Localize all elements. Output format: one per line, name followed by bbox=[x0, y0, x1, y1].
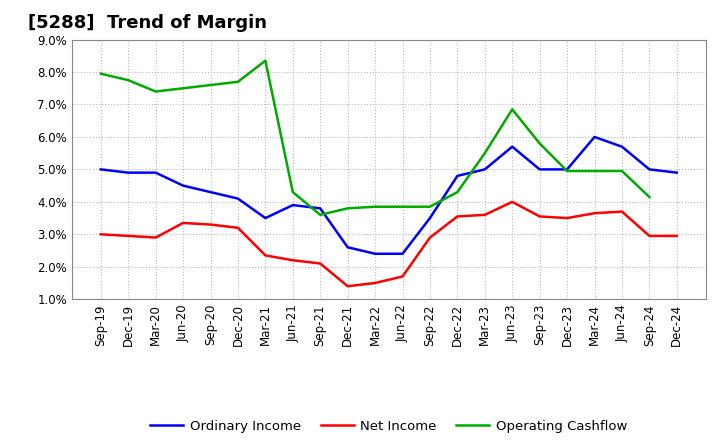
Legend: Ordinary Income, Net Income, Operating Cashflow: Ordinary Income, Net Income, Operating C… bbox=[145, 415, 633, 438]
Net Income bbox=[645, 233, 654, 238]
Net Income bbox=[316, 261, 325, 266]
Net Income bbox=[343, 284, 352, 289]
Net Income bbox=[206, 222, 215, 227]
Ordinary Income bbox=[563, 167, 572, 172]
Net Income bbox=[672, 233, 681, 238]
Ordinary Income bbox=[343, 245, 352, 250]
Ordinary Income bbox=[179, 183, 187, 188]
Ordinary Income bbox=[426, 216, 434, 221]
Ordinary Income bbox=[124, 170, 132, 175]
Ordinary Income bbox=[316, 205, 325, 211]
Net Income bbox=[96, 231, 105, 237]
Net Income bbox=[426, 235, 434, 240]
Ordinary Income bbox=[151, 170, 160, 175]
Ordinary Income bbox=[536, 167, 544, 172]
Net Income bbox=[590, 211, 599, 216]
Ordinary Income bbox=[590, 134, 599, 139]
Ordinary Income bbox=[289, 202, 297, 208]
Operating Cashflow bbox=[343, 205, 352, 211]
Operating Cashflow bbox=[206, 82, 215, 88]
Operating Cashflow bbox=[316, 212, 325, 217]
Operating Cashflow bbox=[179, 86, 187, 91]
Net Income bbox=[371, 280, 379, 286]
Net Income bbox=[508, 199, 516, 205]
Operating Cashflow bbox=[96, 71, 105, 76]
Operating Cashflow bbox=[590, 169, 599, 174]
Net Income bbox=[124, 233, 132, 238]
Operating Cashflow bbox=[371, 204, 379, 209]
Ordinary Income bbox=[508, 144, 516, 149]
Net Income bbox=[233, 225, 242, 231]
Operating Cashflow bbox=[618, 169, 626, 174]
Operating Cashflow bbox=[233, 79, 242, 84]
Ordinary Income bbox=[206, 190, 215, 195]
Line: Operating Cashflow: Operating Cashflow bbox=[101, 61, 649, 215]
Line: Net Income: Net Income bbox=[101, 202, 677, 286]
Operating Cashflow bbox=[289, 190, 297, 195]
Net Income bbox=[563, 216, 572, 221]
Operating Cashflow bbox=[508, 107, 516, 112]
Net Income bbox=[480, 212, 489, 217]
Net Income bbox=[179, 220, 187, 226]
Net Income bbox=[536, 214, 544, 219]
Operating Cashflow bbox=[398, 204, 407, 209]
Ordinary Income bbox=[480, 167, 489, 172]
Text: [5288]  Trend of Margin: [5288] Trend of Margin bbox=[27, 15, 266, 33]
Net Income bbox=[151, 235, 160, 240]
Net Income bbox=[398, 274, 407, 279]
Ordinary Income bbox=[261, 216, 270, 221]
Operating Cashflow bbox=[261, 58, 270, 63]
Net Income bbox=[261, 253, 270, 258]
Operating Cashflow bbox=[151, 89, 160, 94]
Net Income bbox=[453, 214, 462, 219]
Operating Cashflow bbox=[426, 204, 434, 209]
Operating Cashflow bbox=[453, 190, 462, 195]
Operating Cashflow bbox=[124, 77, 132, 83]
Ordinary Income bbox=[371, 251, 379, 257]
Ordinary Income bbox=[453, 173, 462, 179]
Operating Cashflow bbox=[536, 141, 544, 146]
Net Income bbox=[618, 209, 626, 214]
Operating Cashflow bbox=[480, 150, 489, 156]
Net Income bbox=[289, 258, 297, 263]
Operating Cashflow bbox=[645, 194, 654, 200]
Ordinary Income bbox=[645, 167, 654, 172]
Operating Cashflow bbox=[563, 169, 572, 174]
Line: Ordinary Income: Ordinary Income bbox=[101, 137, 677, 254]
Ordinary Income bbox=[618, 144, 626, 149]
Ordinary Income bbox=[233, 196, 242, 201]
Ordinary Income bbox=[672, 170, 681, 175]
Ordinary Income bbox=[398, 251, 407, 257]
Ordinary Income bbox=[96, 167, 105, 172]
